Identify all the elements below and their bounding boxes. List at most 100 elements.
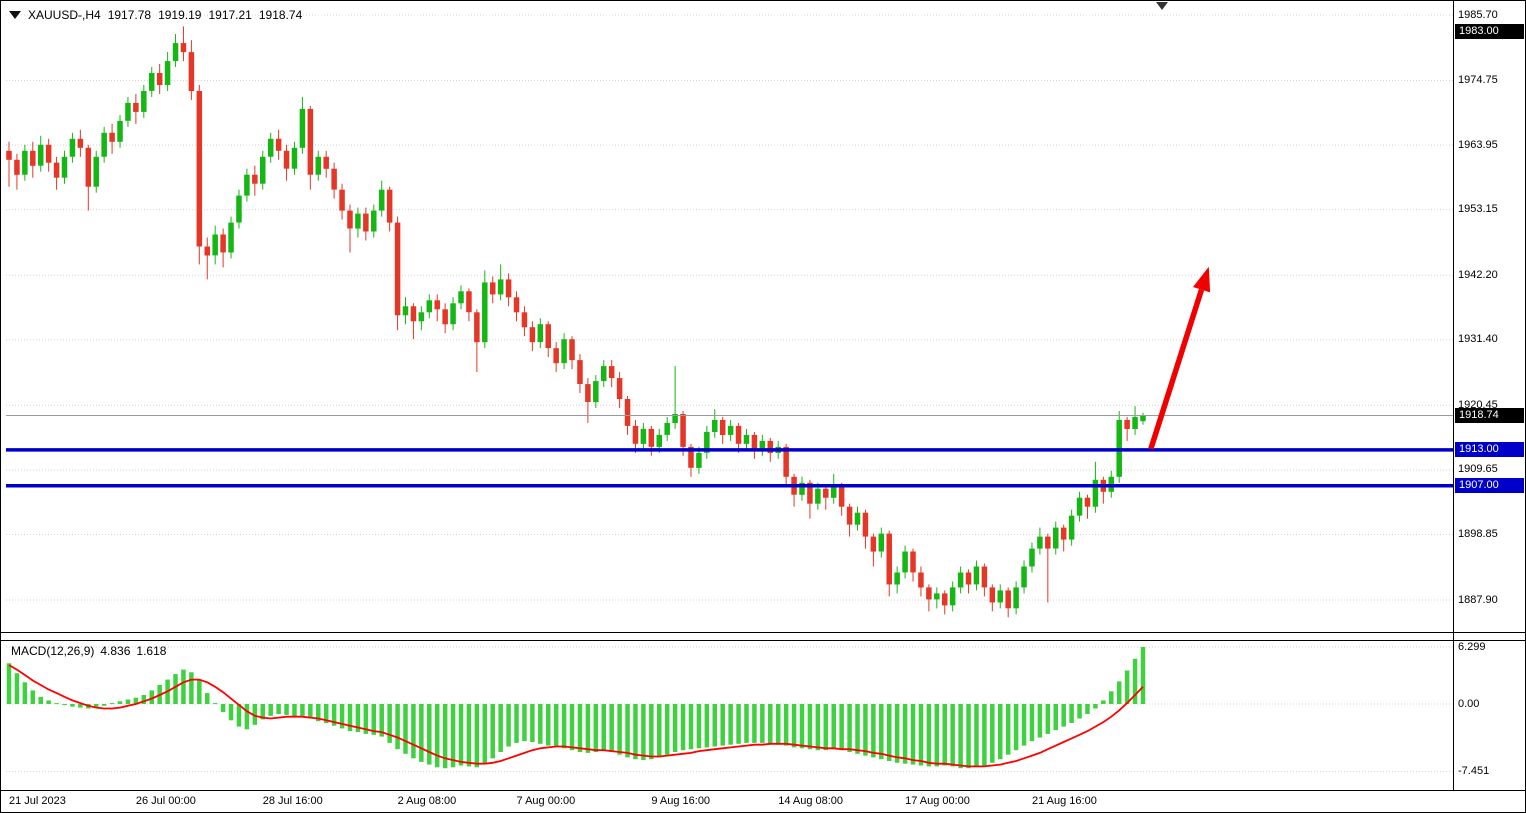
macd-histogram-bar	[1021, 704, 1027, 746]
candle-body	[664, 422, 670, 435]
macd-histogram-bar	[657, 704, 662, 758]
time-axis-label[interactable]: 21 Aug 16:00	[1031, 795, 1097, 807]
trend-arrow-head[interactable]	[1193, 266, 1211, 293]
candle-body	[759, 440, 766, 450]
candle-body	[196, 91, 203, 247]
macd-histogram-bar	[926, 704, 932, 767]
macd-histogram-bar	[6, 663, 12, 704]
macd-histogram-bar	[752, 704, 757, 743]
candle-body	[180, 43, 187, 53]
macd-histogram-bar	[1053, 704, 1059, 731]
candle-body	[53, 162, 60, 178]
macd-histogram-bar	[70, 704, 75, 707]
candle-body	[672, 414, 678, 423]
time-axis-label[interactable]: 21 Jul 2023	[9, 795, 66, 807]
macd-histogram-bar	[974, 704, 979, 768]
macd-histogram-bar	[268, 704, 273, 716]
macd-histogram-bar	[728, 704, 733, 745]
macd-histogram-bar	[950, 704, 955, 767]
candle-body	[1076, 497, 1083, 516]
candle-body	[719, 420, 726, 435]
candle-body	[965, 572, 972, 585]
candle-body	[688, 446, 694, 468]
macd-histogram-bar	[601, 704, 606, 751]
macd-histogram-bar	[1061, 704, 1066, 727]
macd-histogram-bar	[553, 704, 559, 747]
macd-histogram-bar	[181, 669, 186, 704]
price-axis-label: 1963.95	[1458, 138, 1498, 151]
macd-histogram-bar	[1069, 704, 1074, 723]
candle-body	[696, 452, 702, 468]
candle-body	[537, 324, 544, 343]
candle-body	[941, 593, 948, 606]
macd-histogram-bar	[331, 704, 337, 726]
trend-arrow-shaft[interactable]	[1148, 288, 1205, 450]
macd-histogram-bar	[696, 704, 702, 749]
macd-histogram-bar	[1124, 670, 1130, 704]
candle-body	[188, 52, 195, 91]
macd-histogram-bar	[220, 704, 226, 713]
macd-axis-label: 0.00	[1458, 697, 1480, 710]
macd-histogram-bar	[442, 704, 448, 769]
macd-histogram-bar	[1037, 704, 1043, 738]
candle-body	[585, 384, 591, 402]
candle-body	[315, 156, 322, 175]
candle-body	[69, 138, 76, 157]
macd-indicator-label: MACD(12,26,9) 4.836 1.618	[11, 644, 166, 658]
macd-histogram-bar	[244, 704, 250, 730]
chart-header: XAUUSD-,H4 1917.78 1919.19 1917.21 1918.…	[9, 8, 302, 22]
candle-body	[910, 551, 916, 573]
macd-histogram-bar	[1077, 704, 1082, 719]
time-axis-label[interactable]: 2 Aug 08:00	[397, 795, 457, 807]
chart-shift-marker[interactable]	[1156, 2, 1168, 10]
candle-body	[823, 488, 829, 498]
symbol-dropdown-triangle-icon[interactable]	[9, 11, 21, 19]
candle-body	[220, 234, 226, 253]
candle-body	[1005, 590, 1011, 609]
time-axis-label[interactable]: 7 Aug 00:00	[516, 795, 576, 807]
macd-histogram-bar	[125, 699, 131, 704]
macd-histogram-bar	[1005, 704, 1011, 755]
candle-body	[799, 482, 805, 495]
candle-body	[553, 348, 559, 364]
price-axis-label: 1974.75	[1458, 73, 1498, 86]
ohlc-open: 1917.78	[107, 8, 152, 22]
macd-histogram-bar	[902, 704, 908, 764]
macd-axis-label: -7.451	[1458, 764, 1490, 777]
macd-histogram-bar	[1093, 704, 1098, 709]
macd-histogram-bar	[54, 703, 59, 705]
macd-histogram-bar	[189, 672, 194, 704]
macd-histogram-bar	[490, 704, 495, 759]
macd-histogram-bar	[775, 704, 781, 745]
candle-body	[743, 434, 750, 444]
macd-histogram-bar	[831, 704, 836, 750]
candle-body	[656, 434, 663, 447]
macd-histogram-bar	[871, 704, 876, 758]
macd-histogram-bar	[117, 701, 123, 704]
macd-histogram-bar	[62, 704, 67, 705]
candle-body	[141, 91, 147, 112]
macd-histogram-bar	[514, 704, 519, 743]
candle-body	[275, 138, 282, 151]
time-axis-label[interactable]: 9 Aug 16:00	[651, 795, 711, 807]
candle-body	[331, 168, 337, 190]
candle-body	[1140, 415, 1146, 422]
candle-body	[767, 440, 774, 453]
macd-main-value: 4.836	[100, 644, 131, 658]
candle-body	[704, 431, 710, 453]
candle-body	[442, 309, 448, 325]
macd-histogram-bar	[46, 700, 51, 704]
time-axis-label[interactable]: 17 Aug 00:00	[905, 795, 970, 807]
macd-histogram-bar	[252, 704, 258, 725]
macd-histogram-bar	[561, 704, 567, 749]
macd-histogram-bar	[680, 704, 686, 751]
price-badge-high-1983: 1983.00	[1455, 23, 1524, 39]
time-axis-label[interactable]: 28 Jul 16:00	[262, 795, 323, 807]
time-axis-label[interactable]: 26 Jul 00:00	[135, 795, 196, 807]
macd-axis-label: 6.299	[1458, 640, 1486, 653]
macd-histogram-bar	[545, 704, 551, 746]
candle-body	[101, 132, 107, 157]
candle-body	[1029, 548, 1035, 567]
time-axis-label[interactable]: 14 Aug 08:00	[778, 795, 844, 807]
